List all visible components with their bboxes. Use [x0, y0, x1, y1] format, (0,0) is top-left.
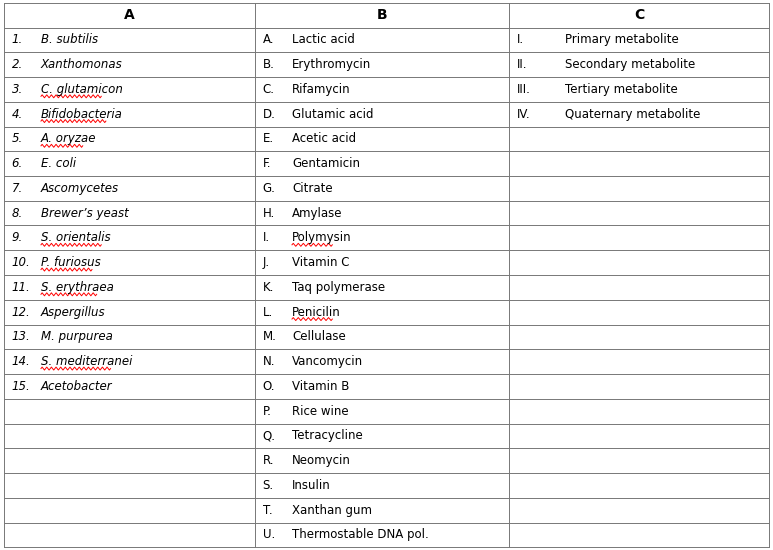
Text: O.: O.: [263, 380, 275, 393]
Text: J.: J.: [263, 256, 270, 269]
Text: 10.: 10.: [12, 256, 30, 269]
Text: Brewer’s yeast: Brewer’s yeast: [41, 207, 129, 219]
Text: L.: L.: [263, 306, 273, 318]
Text: 3.: 3.: [12, 83, 23, 96]
Text: 14.: 14.: [12, 355, 30, 368]
Text: A: A: [124, 8, 135, 22]
Text: S. orientalis: S. orientalis: [41, 232, 111, 244]
Text: S. erythraea: S. erythraea: [41, 281, 114, 294]
Text: 15.: 15.: [12, 380, 30, 393]
Text: G.: G.: [263, 182, 275, 195]
Text: 11.: 11.: [12, 281, 30, 294]
Text: Insulin: Insulin: [292, 479, 331, 492]
Text: M. purpurea: M. purpurea: [41, 331, 113, 343]
Text: B.: B.: [263, 58, 274, 71]
Text: S.: S.: [263, 479, 274, 492]
Text: 12.: 12.: [12, 306, 30, 318]
Text: Rifamycin: Rifamycin: [292, 83, 351, 96]
Text: 2.: 2.: [12, 58, 23, 71]
Text: Xanthomonas: Xanthomonas: [41, 58, 123, 71]
Text: Quaternary metabolite: Quaternary metabolite: [564, 108, 700, 120]
Text: II.: II.: [516, 58, 527, 71]
Text: Vitamin B: Vitamin B: [292, 380, 349, 393]
Text: Neomycin: Neomycin: [292, 454, 351, 467]
Text: U.: U.: [263, 529, 275, 541]
Text: Q.: Q.: [263, 430, 276, 442]
Text: Polymysin: Polymysin: [292, 232, 352, 244]
Text: Citrate: Citrate: [292, 182, 332, 195]
Text: Primary metabolite: Primary metabolite: [564, 34, 679, 46]
Text: T.: T.: [263, 504, 272, 516]
Text: H.: H.: [263, 207, 275, 219]
Text: Acetic acid: Acetic acid: [292, 133, 356, 145]
Text: S. mediterranei: S. mediterranei: [41, 355, 132, 368]
Text: Gentamicin: Gentamicin: [292, 157, 360, 170]
Text: III.: III.: [516, 83, 530, 96]
Text: 7.: 7.: [12, 182, 23, 195]
Text: 5.: 5.: [12, 133, 23, 145]
Text: Rice wine: Rice wine: [292, 405, 349, 417]
Text: N.: N.: [263, 355, 275, 368]
Text: Secondary metabolite: Secondary metabolite: [564, 58, 695, 71]
Text: Ascomycetes: Ascomycetes: [41, 182, 119, 195]
Text: 13.: 13.: [12, 331, 30, 343]
Text: Tertiary metabolite: Tertiary metabolite: [564, 83, 677, 96]
Text: I.: I.: [516, 34, 524, 46]
Text: Xanthan gum: Xanthan gum: [292, 504, 372, 516]
Text: R.: R.: [263, 454, 274, 467]
Text: 6.: 6.: [12, 157, 23, 170]
Text: A. oryzae: A. oryzae: [41, 133, 97, 145]
Text: 9.: 9.: [12, 232, 23, 244]
Text: Penicilin: Penicilin: [292, 306, 341, 318]
Text: 8.: 8.: [12, 207, 23, 219]
Text: P. furiosus: P. furiosus: [41, 256, 100, 269]
Text: Taq polymerase: Taq polymerase: [292, 281, 385, 294]
Text: Vitamin C: Vitamin C: [292, 256, 349, 269]
Text: Cellulase: Cellulase: [292, 331, 346, 343]
Text: Tetracycline: Tetracycline: [292, 430, 363, 442]
Text: Amylase: Amylase: [292, 207, 342, 219]
Text: Aspergillus: Aspergillus: [41, 306, 106, 318]
Text: F.: F.: [263, 157, 271, 170]
Text: 1.: 1.: [12, 34, 23, 46]
Text: C.: C.: [263, 83, 274, 96]
Text: Acetobacter: Acetobacter: [41, 380, 113, 393]
Text: Erythromycin: Erythromycin: [292, 58, 371, 71]
Text: E. coli: E. coli: [41, 157, 76, 170]
Text: B: B: [376, 8, 387, 22]
Text: A.: A.: [263, 34, 274, 46]
Text: 4.: 4.: [12, 108, 23, 120]
Text: I.: I.: [263, 232, 270, 244]
Text: K.: K.: [263, 281, 274, 294]
Text: C: C: [634, 8, 644, 22]
Text: E.: E.: [263, 133, 274, 145]
Text: D.: D.: [263, 108, 275, 120]
Text: IV.: IV.: [516, 108, 530, 120]
Text: Thermostable DNA pol.: Thermostable DNA pol.: [292, 529, 429, 541]
Text: Lactic acid: Lactic acid: [292, 34, 355, 46]
Text: Bifidobacteria: Bifidobacteria: [41, 108, 123, 120]
Text: Vancomycin: Vancomycin: [292, 355, 363, 368]
Text: P.: P.: [263, 405, 271, 417]
Text: B. subtilis: B. subtilis: [41, 34, 98, 46]
Text: C. glutamicon: C. glutamicon: [41, 83, 123, 96]
Text: Glutamic acid: Glutamic acid: [292, 108, 373, 120]
Text: M.: M.: [263, 331, 277, 343]
